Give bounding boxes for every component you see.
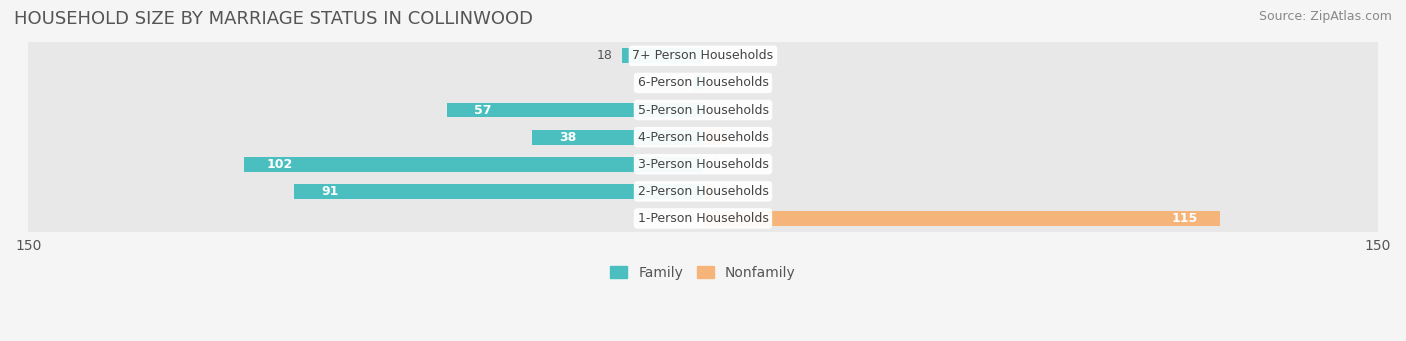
- Text: Source: ZipAtlas.com: Source: ZipAtlas.com: [1258, 10, 1392, 23]
- Text: 2: 2: [678, 76, 685, 89]
- Bar: [703, 130, 725, 145]
- Bar: [447, 103, 703, 118]
- Bar: [621, 48, 703, 63]
- Text: 1-Person Households: 1-Person Households: [637, 212, 769, 225]
- Text: 6-Person Households: 6-Person Households: [637, 76, 769, 89]
- Text: 0: 0: [711, 76, 720, 89]
- Text: 7+ Person Households: 7+ Person Households: [633, 49, 773, 62]
- Text: 115: 115: [1171, 212, 1198, 225]
- Text: 38: 38: [560, 131, 576, 144]
- Bar: [294, 184, 703, 199]
- FancyBboxPatch shape: [18, 68, 1388, 98]
- Bar: [695, 75, 703, 90]
- Text: 91: 91: [321, 185, 339, 198]
- Text: 2: 2: [721, 185, 728, 198]
- Text: 0: 0: [711, 158, 720, 171]
- Text: 5: 5: [734, 131, 742, 144]
- Text: 18: 18: [598, 49, 613, 62]
- FancyBboxPatch shape: [18, 176, 1388, 206]
- Text: 0: 0: [711, 104, 720, 117]
- Text: 5-Person Households: 5-Person Households: [637, 104, 769, 117]
- Text: 3-Person Households: 3-Person Households: [637, 158, 769, 171]
- Text: 57: 57: [474, 104, 491, 117]
- FancyBboxPatch shape: [18, 204, 1388, 233]
- Text: 102: 102: [267, 158, 294, 171]
- Legend: Family, Nonfamily: Family, Nonfamily: [605, 260, 801, 285]
- Bar: [245, 157, 703, 172]
- Text: 0: 0: [711, 49, 720, 62]
- Text: 2-Person Households: 2-Person Households: [637, 185, 769, 198]
- Bar: [531, 130, 703, 145]
- Bar: [703, 184, 711, 199]
- Text: 4-Person Households: 4-Person Households: [637, 131, 769, 144]
- FancyBboxPatch shape: [18, 41, 1388, 71]
- Bar: [703, 211, 1220, 226]
- FancyBboxPatch shape: [18, 95, 1388, 125]
- Text: 0: 0: [686, 212, 695, 225]
- FancyBboxPatch shape: [18, 149, 1388, 179]
- FancyBboxPatch shape: [18, 122, 1388, 152]
- Text: HOUSEHOLD SIZE BY MARRIAGE STATUS IN COLLINWOOD: HOUSEHOLD SIZE BY MARRIAGE STATUS IN COL…: [14, 10, 533, 28]
